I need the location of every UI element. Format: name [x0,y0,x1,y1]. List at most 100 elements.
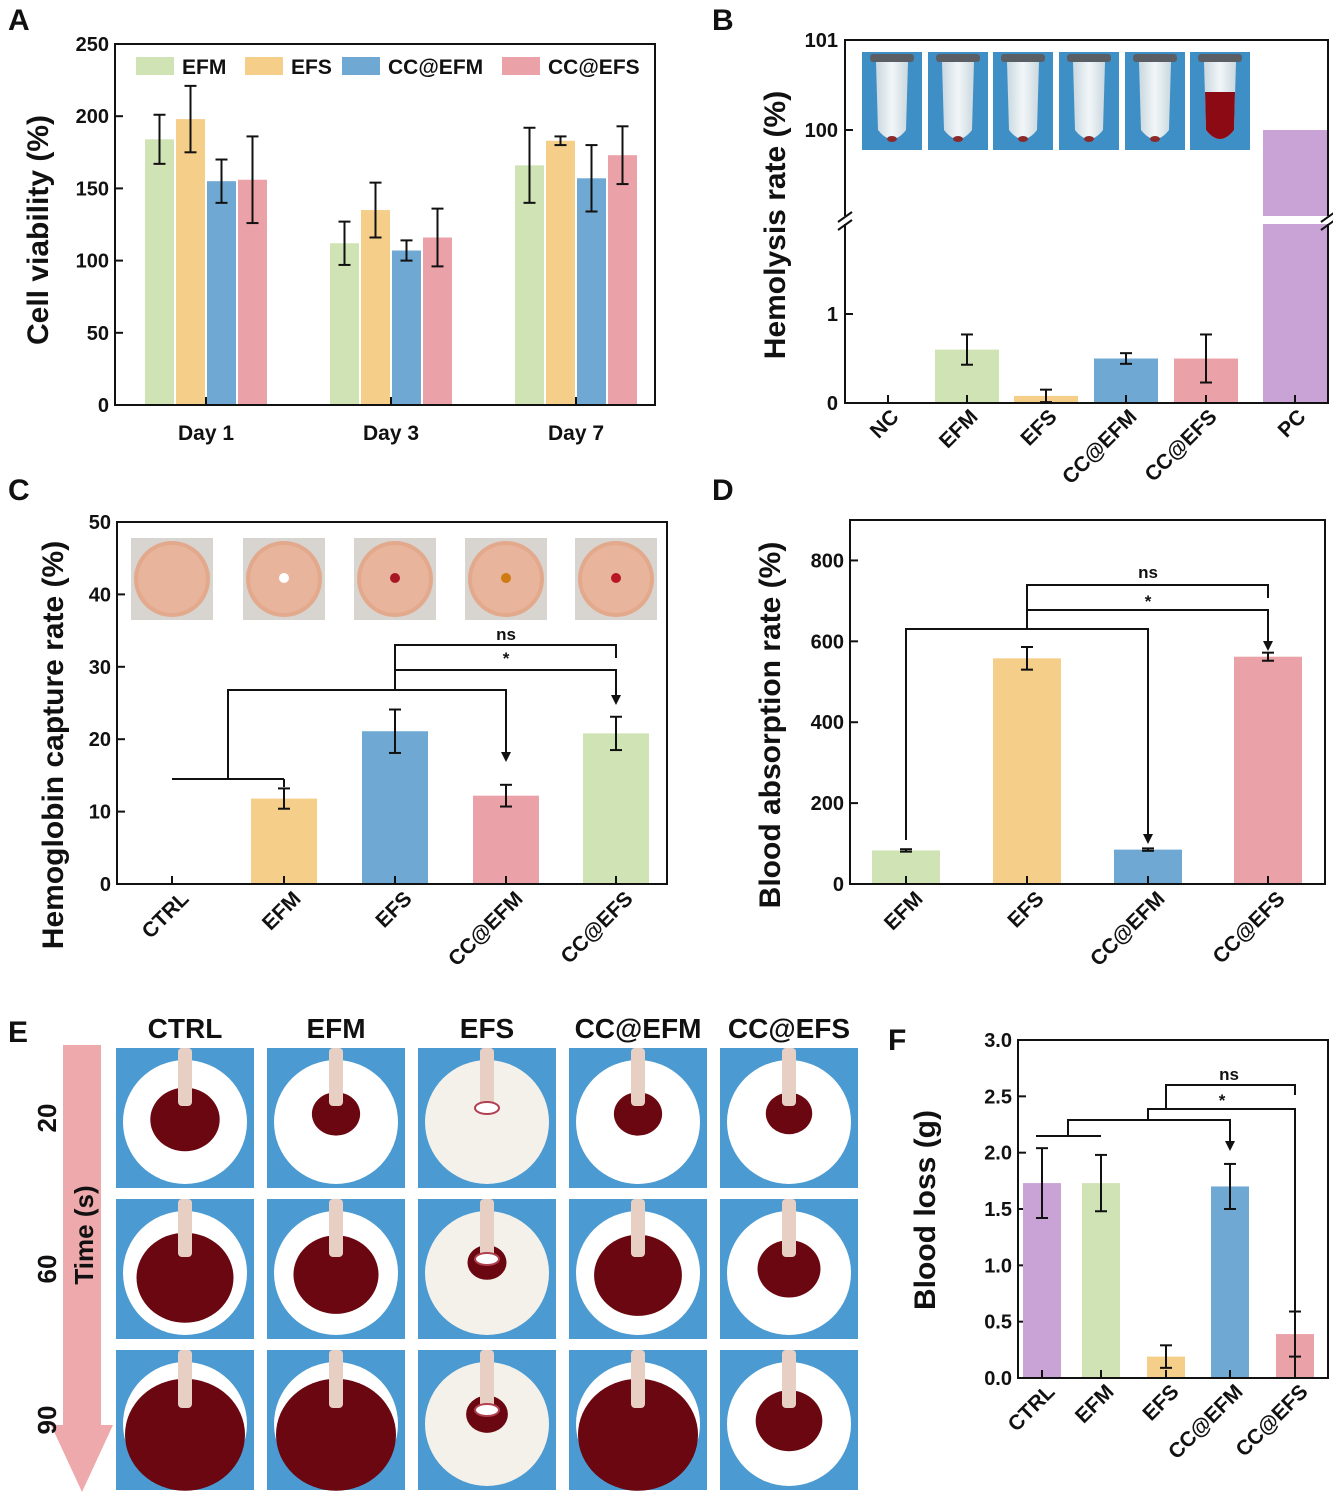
hemostasis-photo [267,1048,405,1188]
error-bar [278,787,290,810]
panel-a-y-tick-label: 50 [87,323,109,345]
hemoglobin-plate-photo [243,538,325,620]
blood-stain [293,1235,379,1314]
hemostasis-photo [267,1199,405,1339]
panel-d-y-ticks: 0 200 400 600 800 [811,550,858,896]
panel-c-bars [251,731,649,884]
error-bar [1200,333,1212,384]
sample-spot [279,573,289,583]
panel-b-error-bars [961,333,1212,404]
category-label: EFM [258,887,306,935]
error-bar [1021,645,1033,671]
cell-pellet [1150,136,1160,142]
tube [178,1199,192,1257]
blood-stain [765,1092,813,1135]
panel-d-y-tick-label: 0 [833,874,844,896]
panel-c-y-tick-label: 40 [89,584,111,606]
panel-c-y-tick-label: 10 [89,802,111,824]
panel-a-frame [114,43,656,406]
panel-d-error-bars [900,645,1274,853]
panel-d-categories: EFM EFS CC@EFM CC@EFS [880,876,1290,971]
tube [178,1048,192,1106]
tube-cap [1133,54,1177,62]
panel-f-bars [1023,1183,1314,1378]
tube-body [1073,62,1105,139]
panel-e-row-labels: 20 60 90 [32,1104,62,1435]
panel-f-y-ticks: 0.0 0.5 1.0 1.5 2.0 2.5 3.0 [984,1030,1026,1390]
category-label: CC@EFS [1140,405,1221,486]
category-label: CC@EFM [1086,887,1170,971]
tube [782,1048,796,1106]
panel-d-significance-brackets: * ns [905,563,1273,844]
panel-f-error-bars [1036,1147,1301,1369]
panel-d-blood-absorption-chart: D Blood absorption rate (%) 0 200 400 600 80… [712,474,1326,971]
panel-d-y-axis-label: Blood absorption rate (%) [754,542,787,909]
hemostasis-photo [720,1350,858,1490]
panel-a-y-tick-label: 150 [76,178,109,200]
panel-f-y-tick-label: 2.0 [984,1143,1012,1165]
blood-stain [578,1378,698,1491]
comparison-bracket-star [1147,1108,1296,1378]
tube [178,1350,192,1408]
panel-c-y-tick-label: 20 [89,729,111,751]
panel-c-error-bars [278,708,622,810]
error-bar [1095,1153,1107,1213]
panel-f-y-axis-label: Blood loss (g) [909,1110,942,1310]
tube-body [1139,62,1171,139]
panel-d-y-tick-label: 400 [811,712,844,734]
panel-a-y-tick-label: 200 [76,106,109,128]
tube [631,1048,645,1106]
panel-a-bars [145,119,637,406]
sample-spot [390,573,400,583]
tube [329,1350,343,1408]
error-bar [1262,651,1274,662]
panel-c-y-tick-label: 50 [89,512,111,534]
category-label: Day 3 [363,422,419,445]
legend-label: EFS [291,56,332,79]
blood-stain [125,1378,245,1491]
cell-pellet [887,136,897,142]
panel-b-bars [935,130,1327,403]
tube-cap [1067,54,1111,62]
panel-b-y-axis-label: Hemolysis rate (%) [759,91,792,359]
hemostasis-photo [569,1350,707,1491]
category-label: EFM [1071,1380,1119,1428]
error-bar [215,158,228,204]
error-bar [246,135,259,225]
hemoglobin-plate-photo [465,538,547,620]
bar-efs-day-3 [361,210,390,405]
legend-swatch [342,57,380,75]
bar-cc-at-efm [473,795,539,884]
category-label: CC@EFS [1208,887,1289,968]
significance-star: * [503,649,510,668]
bar-efm-day-1 [145,139,174,405]
error-bar [961,333,973,366]
blood-stain [136,1232,234,1323]
error-bar [1120,352,1132,365]
panel-f-y-tick-label: 1.0 [984,1255,1012,1277]
hemostasis-photo [116,1199,254,1339]
error-bar [900,848,912,853]
sample-spot [611,573,621,583]
comparison-bracket-star [394,669,617,703]
error-bar [369,181,382,239]
panel-c-frame [116,521,668,885]
panel-d-y-tick-label: 600 [811,631,844,653]
hemoglobin-plate-photo [131,538,213,620]
panel-f-y-tick-label: 0.0 [984,1368,1012,1390]
arrow-head [1225,1141,1235,1151]
panel-a-y-tick-label: 250 [76,34,109,56]
category-label: CTRL [1004,1380,1060,1436]
bar-cc-at-efs-day-7 [608,155,637,405]
panel-b-y-tick-label: 100 [805,120,838,142]
error-bar [585,144,598,213]
category-label: Day 1 [178,422,234,445]
error-bar [1142,847,1154,852]
comparison-bracket-star [1026,609,1269,649]
tube-cap [936,54,980,62]
tube-body [876,62,908,139]
panel-c-categories: CTRL EFM EFS CC@EFM CC@EFS [138,876,638,971]
blood-stain [613,1092,663,1136]
